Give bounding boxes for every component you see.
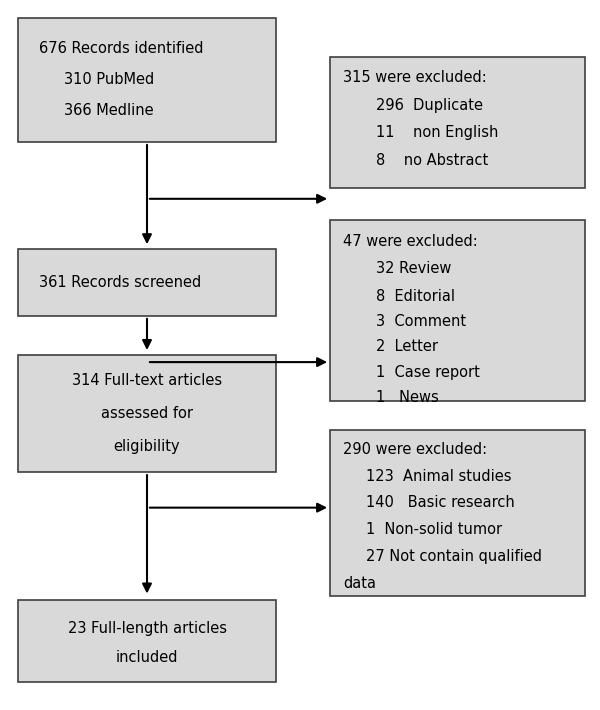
Text: assessed for: assessed for [101, 406, 193, 421]
Text: 27 Not contain qualified: 27 Not contain qualified [366, 549, 542, 564]
Text: included: included [116, 650, 178, 665]
Bar [330, 430, 585, 596]
Text: 32 Review: 32 Review [376, 261, 451, 276]
Text: 1  Case report: 1 Case report [376, 365, 480, 380]
Text: 2  Letter: 2 Letter [376, 339, 438, 354]
Text: 366 Medline: 366 Medline [64, 104, 154, 119]
Bar [330, 57, 585, 188]
Text: 8    no Abstract: 8 no Abstract [376, 153, 488, 168]
Text: 140   Basic research: 140 Basic research [366, 496, 514, 510]
Bar [18, 248, 276, 316]
Text: 314 Full-text articles: 314 Full-text articles [72, 373, 222, 388]
Text: 3  Comment: 3 Comment [376, 314, 466, 329]
Bar [18, 18, 276, 142]
Text: 296  Duplicate: 296 Duplicate [376, 98, 483, 113]
Text: data: data [343, 576, 376, 591]
Text: 290 were excluded:: 290 were excluded: [343, 442, 487, 457]
Text: eligibility: eligibility [113, 439, 181, 454]
Text: 315 were excluded:: 315 were excluded: [343, 70, 487, 85]
Text: 676 Records identified: 676 Records identified [38, 41, 203, 56]
Text: 310 PubMed: 310 PubMed [64, 72, 155, 87]
Text: 23 Full-length articles: 23 Full-length articles [67, 621, 227, 636]
Bar [18, 355, 276, 472]
Text: 361 Records screened: 361 Records screened [38, 275, 201, 290]
Bar [18, 600, 276, 682]
Text: 8  Editorial: 8 Editorial [376, 289, 455, 304]
Text: 123  Animal studies: 123 Animal studies [366, 469, 511, 484]
Text: 1   News: 1 News [376, 390, 439, 405]
Text: 47 were excluded:: 47 were excluded: [343, 234, 478, 249]
Text: 11    non English: 11 non English [376, 126, 498, 141]
Text: 1  Non-solid tumor: 1 Non-solid tumor [366, 522, 502, 537]
Bar [330, 220, 585, 401]
